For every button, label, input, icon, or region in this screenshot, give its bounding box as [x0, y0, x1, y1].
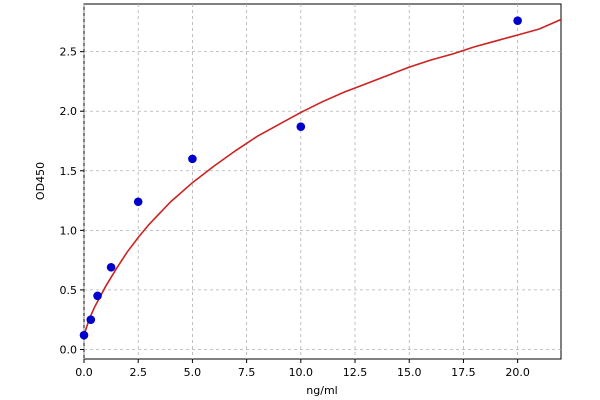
grid-lines — [83, 4, 561, 359]
data-points-layer — [79, 16, 522, 340]
y-tick-label: 2.5 — [60, 46, 78, 59]
y-tick-label: 1.5 — [60, 165, 78, 178]
x-tick-label: 5.0 — [184, 366, 202, 379]
y-axis-label: OD450 — [34, 162, 47, 200]
plot-area — [83, 3, 562, 360]
x-tick-label: 2.5 — [129, 366, 147, 379]
x-tick-label: 15.0 — [397, 366, 422, 379]
fit-curve-layer — [83, 18, 562, 336]
x-tick-label: 0.0 — [75, 366, 93, 379]
x-axis-ticks: 0.0 2.5 5.0 7.5 10.0 12.5 15.0 17.5 20.0 — [75, 359, 530, 379]
x-tick-label: 17.5 — [451, 366, 476, 379]
data-point — [133, 197, 143, 207]
x-tick-label: 12.5 — [343, 366, 368, 379]
data-point — [79, 330, 89, 340]
y-tick-label: 2.0 — [60, 105, 78, 118]
data-point — [188, 154, 197, 164]
data-point — [106, 262, 116, 272]
y-axis-ticks: 0.0 0.5 1.0 1.5 2.0 2.5 — [60, 46, 84, 356]
x-tick-label: 7.5 — [238, 366, 256, 379]
data-point — [93, 291, 102, 301]
data-point — [86, 315, 96, 324]
fit-curve-line — [83, 18, 562, 336]
y-tick-label: 1.0 — [60, 224, 78, 237]
y-tick-label: 0.5 — [60, 284, 78, 297]
x-tick-label: 20.0 — [505, 366, 530, 379]
data-point — [296, 122, 306, 132]
x-tick-label: 10.0 — [289, 366, 314, 379]
data-point — [513, 16, 522, 25]
y-tick-label: 0.0 — [60, 343, 78, 356]
x-axis-label: ng/ml — [306, 384, 337, 397]
